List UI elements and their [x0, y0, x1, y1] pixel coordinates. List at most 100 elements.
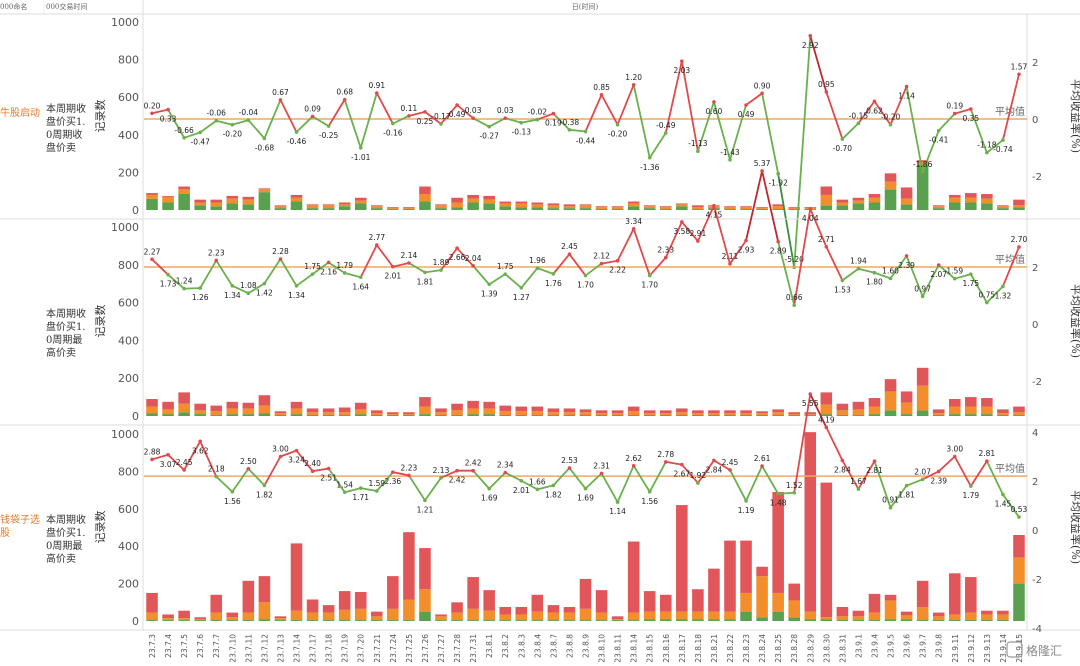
return-data-label: 1.67	[850, 477, 867, 486]
bar-segment-orange	[547, 612, 560, 621]
y-right-label: 平均收益率(%)	[1069, 284, 1080, 358]
bar-segment-green	[563, 415, 576, 416]
bar-segment-red	[499, 405, 512, 412]
return-data-label: -0.02	[528, 108, 548, 117]
return-point	[150, 257, 154, 262]
bar-segment-green	[258, 619, 271, 621]
bar-segment-orange	[611, 413, 624, 416]
return-data-label: 2.34	[497, 461, 514, 470]
return-line-segment	[809, 34, 828, 93]
bar-segment-orange	[467, 608, 479, 621]
x-tick-label: 23.8.2	[501, 634, 510, 658]
bar-segment-orange	[579, 412, 592, 416]
return-line-segment	[729, 104, 747, 161]
bar-segment-green	[932, 620, 945, 621]
bar-segment-red	[162, 401, 174, 410]
bar-segment-orange	[692, 207, 704, 210]
return-data-label: 0.35	[962, 114, 979, 123]
bar-segment-green	[354, 203, 367, 210]
y-left-tick: 600	[118, 91, 139, 104]
bar-segment-red	[708, 568, 720, 612]
x-tick-label: 23.7.3	[148, 634, 157, 658]
bar-segment-green	[820, 414, 833, 416]
return-data-label: 3.62	[192, 446, 209, 455]
bar-segment-green	[611, 620, 624, 621]
return-data-label: -0.04	[239, 108, 259, 117]
bar-segment-orange	[210, 411, 223, 416]
x-tick-label: 23.7.5	[180, 634, 189, 658]
return-data-label: 2.50	[240, 457, 257, 466]
return-point	[166, 107, 170, 112]
return-data-label: 1.59	[946, 267, 963, 276]
return-line-segment	[680, 463, 699, 484]
return-point	[952, 454, 957, 459]
bar-segment-red	[932, 409, 945, 414]
measure-line: 高价卖	[46, 552, 76, 565]
bar-segment-green	[579, 208, 592, 210]
return-data-label: 1.69	[577, 494, 594, 503]
bar-segment-red	[306, 599, 319, 613]
return-point	[680, 59, 684, 63]
bar-segment-orange	[467, 408, 479, 415]
bar-segment-red	[499, 606, 512, 615]
return-point	[503, 470, 508, 475]
bar-segment-orange	[595, 413, 608, 416]
bar-segment-green	[981, 620, 993, 621]
return-point	[631, 227, 636, 231]
bar-segment-green	[1013, 415, 1025, 416]
bar-segment-orange	[820, 617, 833, 620]
return-line-segment	[632, 227, 651, 277]
bar-segment-orange	[210, 612, 223, 621]
return-data-label: 0.20	[144, 101, 161, 110]
return-data-label: 2.45	[176, 458, 193, 467]
bar-segment-red	[852, 197, 865, 201]
bar-segment-green	[371, 415, 383, 416]
x-tick-label: 23.8.4	[533, 634, 542, 658]
bar-segment-red	[242, 402, 255, 409]
bar-segment-orange	[371, 413, 383, 416]
return-line-segment	[167, 108, 186, 139]
bar-segment-red	[1013, 534, 1025, 558]
bar-segment-orange	[338, 204, 351, 207]
x-tick-label: 23.8.18	[694, 634, 703, 663]
bar-segment-green	[772, 415, 784, 416]
y-right-tick: -2	[1032, 377, 1042, 388]
return-point	[904, 483, 909, 488]
bar-segment-green	[403, 620, 415, 621]
return-point	[1017, 515, 1021, 519]
bar-segment-green	[194, 205, 206, 210]
bar-segment-red	[451, 403, 463, 411]
return-data-label: -1.18	[977, 141, 997, 150]
bar-segment-red	[740, 540, 752, 593]
return-data-label: 5.37	[754, 159, 771, 168]
bar-segment-green	[708, 619, 720, 621]
return-line-segment	[969, 273, 988, 304]
bar-segment-green	[306, 415, 319, 416]
return-data-label: 0.90	[754, 81, 771, 90]
bar-segment-green	[884, 189, 897, 210]
return-data-label: 2.45	[722, 458, 739, 467]
return-line-segment	[937, 112, 956, 132]
bar-segment-orange	[403, 414, 415, 416]
return-line-segment	[391, 114, 410, 125]
bar-segment-orange	[611, 207, 624, 210]
return-data-label: 0.68	[336, 88, 353, 97]
measure-line: 本周期收	[46, 307, 86, 320]
bar-segment-orange	[306, 612, 319, 621]
return-data-label: 2.84	[834, 465, 851, 474]
return-data-label: 1.82	[256, 490, 273, 499]
x-tick-label: 23.7.4	[164, 634, 173, 658]
bar-segment-green	[338, 620, 351, 621]
return-point	[262, 136, 267, 141]
bar-segment-orange	[322, 205, 335, 209]
bar-segment-orange	[579, 205, 592, 209]
bar-segment-red	[836, 403, 849, 411]
return-line-segment	[713, 101, 731, 161]
bar-segment-green	[387, 415, 399, 416]
bar-segment-red	[531, 594, 544, 612]
bar-segment-orange	[659, 611, 672, 620]
bar-segment-red	[210, 405, 223, 412]
watermark-text: 格隆汇	[1026, 643, 1062, 658]
return-point	[888, 122, 893, 127]
bar-segment-green	[467, 202, 479, 210]
